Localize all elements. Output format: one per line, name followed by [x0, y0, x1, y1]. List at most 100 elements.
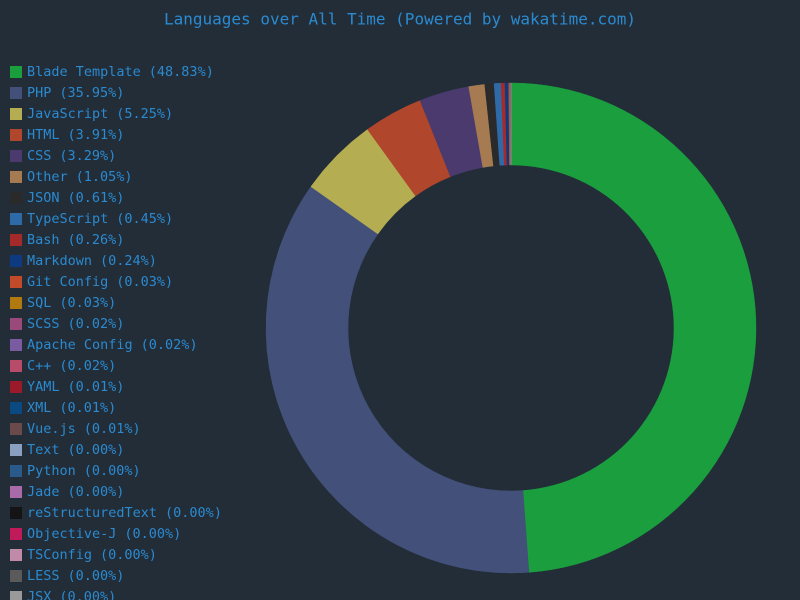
legend-label: YAML (0.01%) [27, 379, 124, 395]
legend-label: CSS (3.29%) [27, 148, 116, 164]
legend-value: (0.00%) [165, 505, 222, 521]
legend-swatch [10, 423, 22, 435]
legend-name: Objective-J [27, 526, 116, 542]
legend-swatch [10, 339, 22, 351]
legend-swatch [10, 255, 22, 267]
legend-label: Vue.js (0.01%) [27, 421, 141, 437]
legend-value: (0.02%) [59, 358, 116, 374]
legend-label: Other (1.05%) [27, 169, 133, 185]
legend-label: SCSS (0.02%) [27, 316, 124, 332]
legend-swatch [10, 528, 22, 540]
legend-swatch [10, 192, 22, 204]
legend-name: Vue.js [27, 421, 76, 437]
legend-value: (0.26%) [68, 232, 125, 248]
legend-value: (0.61%) [68, 190, 125, 206]
legend-label: Blade Template (48.83%) [27, 64, 214, 80]
legend-swatch [10, 402, 22, 414]
legend-swatch [10, 360, 22, 372]
legend-label: TSConfig (0.00%) [27, 547, 157, 563]
legend-label: Text (0.00%) [27, 442, 124, 458]
legend-name: JavaScript [27, 106, 108, 122]
legend-label: Jade (0.00%) [27, 484, 124, 500]
legend-name: Git Config [27, 274, 108, 290]
legend-name: Text [27, 442, 60, 458]
legend-name: YAML [27, 379, 60, 395]
legend-label: XML (0.01%) [27, 400, 116, 416]
slice [265, 186, 530, 574]
legend-value: (35.95%) [59, 85, 124, 101]
legend-value: (48.83%) [149, 64, 214, 80]
legend-name: TSConfig [27, 547, 92, 563]
legend-label: PHP (35.95%) [27, 85, 124, 101]
legend-swatch [10, 108, 22, 120]
legend-value: (0.03%) [59, 295, 116, 311]
legend-value: (0.00%) [84, 463, 141, 479]
slice [510, 82, 757, 573]
legend-swatch [10, 507, 22, 519]
legend-swatch [10, 465, 22, 477]
legend-value: (0.01%) [68, 379, 125, 395]
legend-value: (0.45%) [116, 211, 173, 227]
legend-value: (3.29%) [59, 148, 116, 164]
chart-title: Languages over All Time (Powered by waka… [164, 10, 636, 29]
legend-value: (0.00%) [68, 568, 125, 584]
legend-label: JSON (0.61%) [27, 190, 124, 206]
legend-name: LESS [27, 568, 60, 584]
legend-swatch [10, 381, 22, 393]
legend-swatch [10, 297, 22, 309]
legend-name: Other [27, 169, 68, 185]
legend-swatch [10, 276, 22, 288]
legend-label: SQL (0.03%) [27, 295, 116, 311]
legend-name: SQL [27, 295, 51, 311]
legend-label: C++ (0.02%) [27, 358, 116, 374]
legend-name: TypeScript [27, 211, 108, 227]
legend-name: JSX [27, 589, 51, 600]
legend-label: JavaScript (5.25%) [27, 106, 173, 122]
legend-swatch [10, 129, 22, 141]
legend-name: Markdown [27, 253, 92, 269]
legend-swatch [10, 234, 22, 246]
legend-swatch [10, 444, 22, 456]
legend-label: Apache Config (0.02%) [27, 337, 198, 353]
legend-swatch [10, 549, 22, 561]
legend-swatch [10, 318, 22, 330]
legend-name: Apache Config [27, 337, 133, 353]
legend-swatch [10, 87, 22, 99]
legend-value: (0.02%) [141, 337, 198, 353]
legend-name: Bash [27, 232, 60, 248]
legend-label: LESS (0.00%) [27, 568, 124, 584]
legend-value: (0.00%) [68, 484, 125, 500]
legend-name: C++ [27, 358, 51, 374]
legend-name: Jade [27, 484, 60, 500]
legend-swatch [10, 570, 22, 582]
legend-value: (0.00%) [100, 547, 157, 563]
legend-name: Python [27, 463, 76, 479]
legend-value: (5.25%) [116, 106, 173, 122]
legend-label: TypeScript (0.45%) [27, 211, 173, 227]
legend-label: Python (0.00%) [27, 463, 141, 479]
legend-value: (0.24%) [100, 253, 157, 269]
legend-label: reStructuredText (0.00%) [27, 505, 222, 521]
legend-label: Markdown (0.24%) [27, 253, 157, 269]
legend-name: XML [27, 400, 51, 416]
legend-swatch [10, 150, 22, 162]
legend-value: (0.00%) [59, 589, 116, 600]
legend-name: reStructuredText [27, 505, 157, 521]
legend-label: Objective-J (0.00%) [27, 526, 181, 542]
legend-value: (0.03%) [116, 274, 173, 290]
legend-value: (0.00%) [124, 526, 181, 542]
legend-name: PHP [27, 85, 51, 101]
legend-swatch [10, 171, 22, 183]
legend-value: (0.02%) [68, 316, 125, 332]
legend-name: Blade Template [27, 64, 141, 80]
legend-swatch [10, 591, 22, 600]
legend-value: (3.91%) [68, 127, 125, 143]
legend-value: (0.00%) [68, 442, 125, 458]
legend-name: JSON [27, 190, 60, 206]
legend-label: JSX (0.00%) [27, 589, 116, 600]
legend-name: HTML [27, 127, 60, 143]
legend-value: (1.05%) [76, 169, 133, 185]
legend-name: CSS [27, 148, 51, 164]
